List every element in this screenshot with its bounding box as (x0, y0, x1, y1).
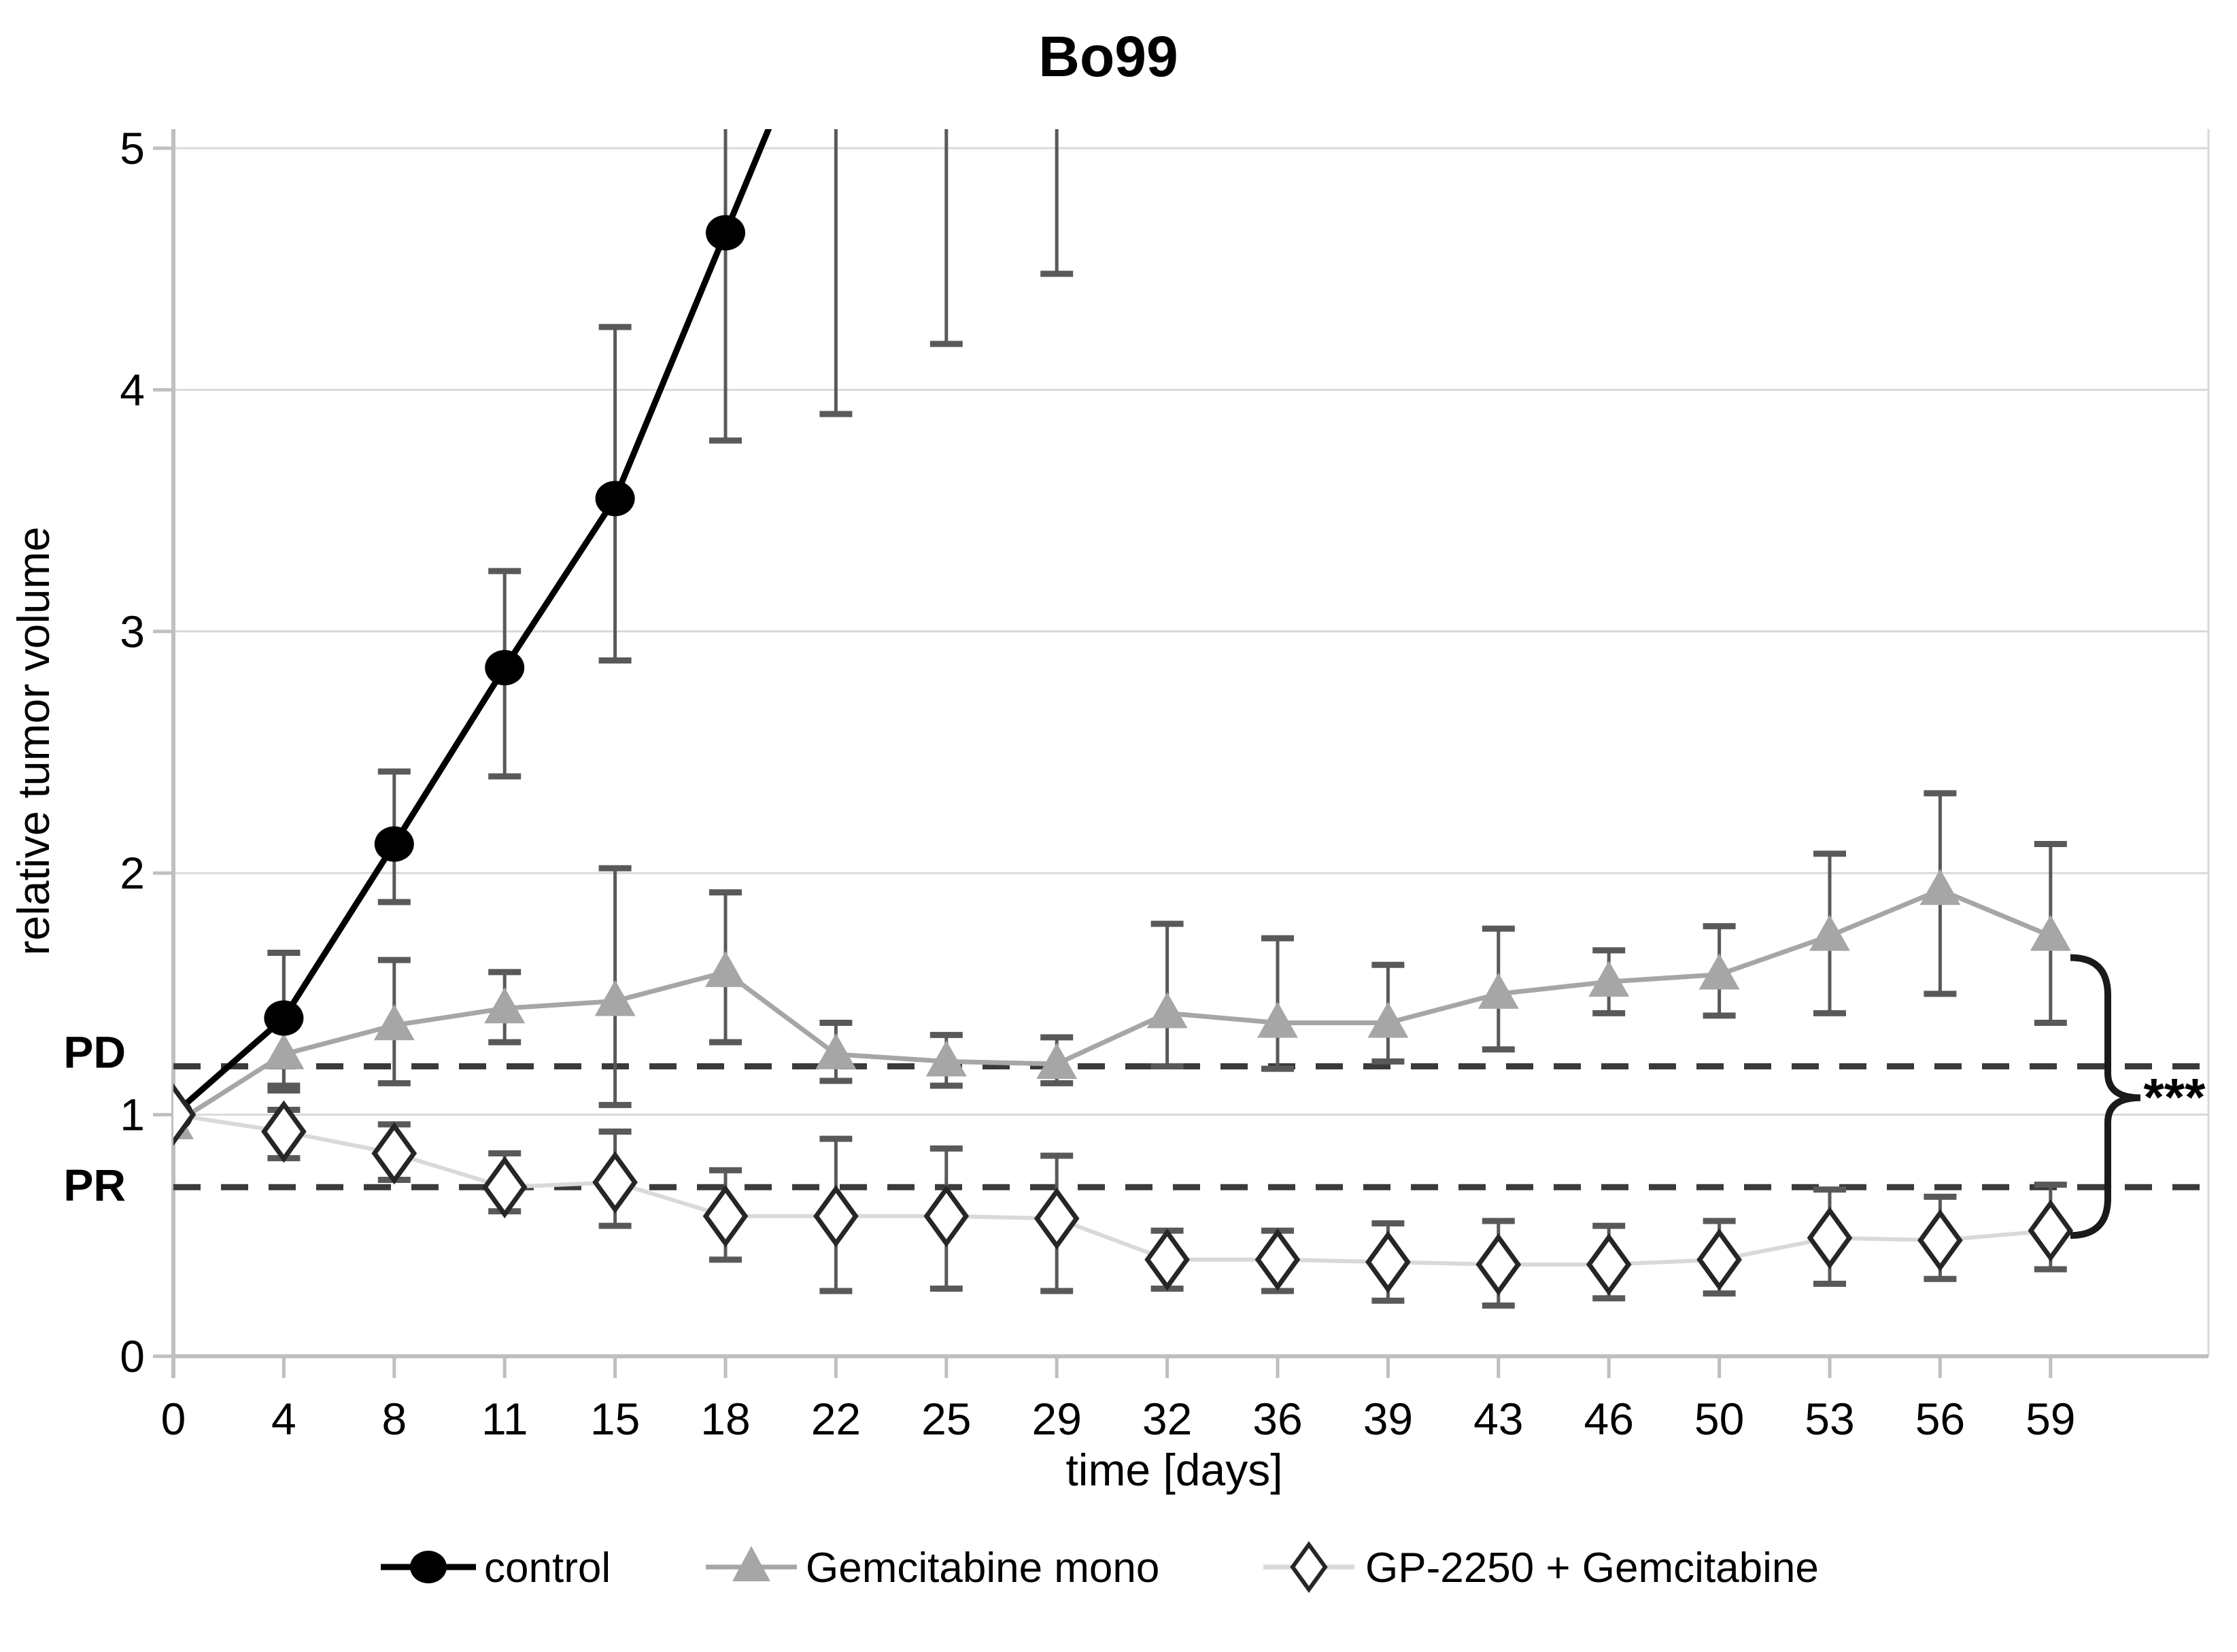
gp-2250-gemcitabine-marker-day-46 (1586, 1233, 1632, 1296)
control-circle-icon (410, 1551, 447, 1583)
x-axis-title: time [days] (1065, 1445, 1282, 1495)
x-tick-label-36: 36 (1252, 1394, 1302, 1444)
x-tick-label-56: 56 (1915, 1394, 1965, 1444)
gp-2250-gemcitabine-marker-day-32 (1144, 1228, 1190, 1291)
significance-bracket (2070, 954, 2141, 1239)
gemcitabine-mono-marker-day-11 (484, 987, 526, 1024)
gemcitabine-mono-marker-day-56 (1919, 869, 1961, 906)
control-marker-day-8 (374, 826, 414, 862)
y-tick-label-0: 0 (120, 1331, 145, 1381)
legend-label-gemcitabine: Gemcitabine mono (806, 1545, 1159, 1591)
gp-2250-gemcitabine-marker-day-53 (1807, 1206, 1853, 1269)
x-tick-label-59: 59 (2026, 1394, 2075, 1444)
x-tick-label-8: 8 (381, 1394, 407, 1444)
reference-lines-layer (173, 1063, 2208, 1190)
significance-stars: *** (2143, 1067, 2206, 1127)
gemcitabine-mono-marker-day-18 (705, 950, 746, 987)
gemcitabine-mono-marker-day-4 (263, 1033, 305, 1069)
control-marker-day-15 (595, 481, 635, 517)
gemcitabine-mono-marker-day-43 (1478, 972, 1519, 1009)
data-series-layer (173, 129, 2074, 1309)
y-tick-label-3: 3 (120, 606, 145, 657)
legend-label-gp2250: GP-2250 + Gemcitabine (1365, 1545, 1819, 1591)
gemcitabine-mono-marker-day-50 (1698, 953, 1740, 990)
gemcitabine-mono-series (173, 869, 2071, 1139)
legend-label-control: control (484, 1545, 611, 1591)
gemcitabine-mono-marker-day-32 (1146, 992, 1188, 1029)
y-tick-label-2: 2 (120, 848, 145, 898)
control-marker-day-18 (706, 215, 745, 251)
gemcitabine-mono-marker-day-53 (1809, 914, 1850, 951)
y-tick-label-4: 4 (120, 364, 145, 415)
pr-threshold-label: PR (63, 1160, 126, 1210)
gp-2250-gemcitabine-marker-day-59 (2028, 1199, 2074, 1262)
gp-2250-gemcitabine-marker-day-50 (1696, 1228, 1742, 1291)
control-marker-day-4 (264, 1000, 304, 1036)
diamond-marker-icon (1290, 1541, 1328, 1594)
legend-item-gp2250-gemcitabine: GP-2250 + Gemcitabine (1263, 1541, 1819, 1594)
gp-2250-gemcitabine-marker-day-25 (923, 1184, 970, 1247)
chart-legend: control Gemcitabine mono GP-2250 + Gemci… (381, 1541, 1819, 1594)
gp-2250-gemcitabine-marker-day-15 (592, 1151, 638, 1214)
gp-2250-gemcitabine-series (173, 1083, 2074, 1296)
gp-2250-gemcitabine-marker-day-36 (1254, 1228, 1301, 1291)
x-tick-label-43: 43 (1473, 1394, 1523, 1444)
gemcitabine-mono-marker-day-46 (1588, 961, 1630, 997)
gp-2250-gemcitabine-marker-day-56 (1917, 1209, 1963, 1272)
control-series (173, 129, 772, 1133)
control-marker-day-11 (485, 650, 525, 686)
gp-2250-gemcitabine-marker-day-39 (1365, 1231, 1411, 1294)
x-tick-label-25: 25 (921, 1394, 971, 1444)
gemcitabine-mono-marker-day-39 (1367, 1001, 1409, 1038)
x-tick-label-53: 53 (1805, 1394, 1854, 1444)
gp-2250-gemcitabine-marker-day-8 (371, 1122, 417, 1185)
x-tick-label-32: 32 (1142, 1394, 1192, 1444)
gp-2250-gemcitabine-marker-day-0 (173, 1083, 197, 1146)
gemcitabine-mono-marker-day-15 (594, 980, 636, 1016)
gp-2250-gemcitabine-marker-day-4 (261, 1100, 307, 1163)
gemcitabine-mono-marker-day-25 (925, 1040, 967, 1077)
x-tick-label-0: 0 (161, 1394, 186, 1444)
gemcitabine-mono-marker-day-29 (1036, 1042, 1078, 1079)
legend-item-control: control (381, 1545, 611, 1591)
x-tick-label-50: 50 (1694, 1394, 1744, 1444)
x-tick-label-11: 11 (481, 1394, 528, 1444)
gemcitabine-mono-line (173, 887, 2052, 1126)
gp-2250-gemcitabine-marker-day-22 (813, 1184, 859, 1247)
chart-title: Bo99 (1038, 24, 1178, 88)
x-tick-label-15: 15 (590, 1394, 640, 1444)
gp-2250-gemcitabine-marker-day-18 (702, 1184, 749, 1247)
control-line (173, 129, 772, 1117)
gemcitabine-mono-marker-day-59 (2030, 914, 2071, 951)
control-error-bars (267, 129, 1074, 1094)
x-tick-label-39: 39 (1363, 1394, 1413, 1444)
triangle-marker-icon (732, 1546, 770, 1581)
annotation-layer (2070, 954, 2141, 1239)
x-tick-label-4: 4 (271, 1394, 296, 1444)
gp-2250-gemcitabine-marker-day-11 (481, 1156, 528, 1219)
gemcitabine-mono-marker-day-22 (815, 1033, 857, 1069)
gp-2250-gemcitabine-marker-day-29 (1034, 1187, 1080, 1250)
x-tick-label-46: 46 (1584, 1394, 1633, 1444)
gridlines-layer (173, 129, 2210, 1356)
gemcitabine-mono-marker-day-36 (1257, 1001, 1298, 1038)
y-tick-label-5: 5 (120, 123, 145, 173)
legend-item-gemcitabine-mono: Gemcitabine mono (706, 1545, 1159, 1591)
x-tick-label-18: 18 (700, 1394, 750, 1444)
y-tick-label-1: 1 (120, 1090, 145, 1140)
pd-threshold-label: PD (63, 1027, 126, 1078)
x-tick-label-29: 29 (1031, 1394, 1081, 1444)
y-axis-title: relative tumor volume (8, 527, 58, 956)
gemcitabine-mono-marker-day-8 (373, 1004, 415, 1041)
x-tick-label-22: 22 (811, 1394, 861, 1444)
gp-2250-gemcitabine-marker-day-43 (1475, 1233, 1522, 1296)
